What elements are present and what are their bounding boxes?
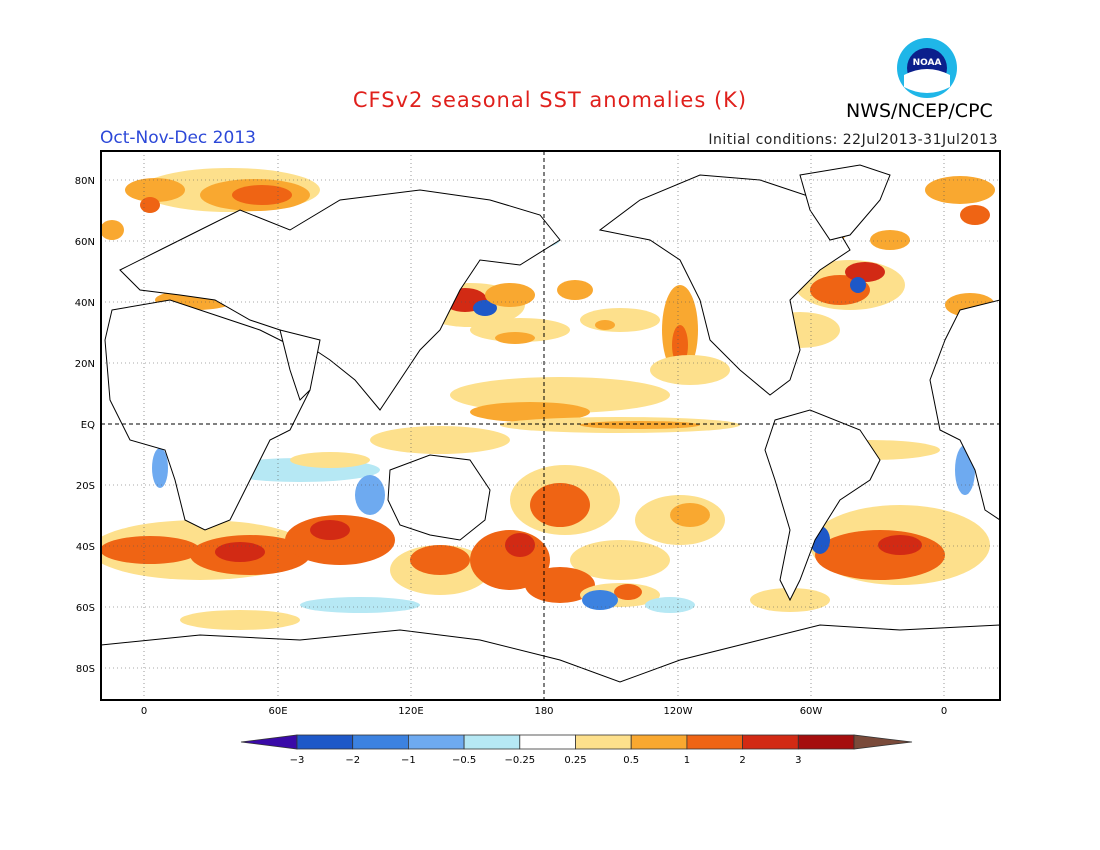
map-title: CFSv2 seasonal SST anomalies (K) xyxy=(352,88,748,112)
lat-tick: 60N xyxy=(75,237,95,248)
colorbar-segment xyxy=(296,734,354,750)
lat-tick: 80N xyxy=(75,176,95,187)
map-frame xyxy=(100,150,1001,701)
colorbar-arrow-high xyxy=(853,734,913,750)
colorbar-segment xyxy=(630,734,688,750)
colorbar-label: −3 xyxy=(290,755,305,766)
continent-outlines xyxy=(101,164,1000,700)
colorbar-segment xyxy=(519,734,576,750)
colorbar-label: 0.5 xyxy=(623,755,639,766)
lat-tick: 20N xyxy=(75,359,95,370)
forecast-period: Oct-Nov-Dec 2013 xyxy=(100,128,256,148)
lon-tick: 60E xyxy=(268,706,287,717)
logo-text: NOAA xyxy=(913,58,942,68)
colorbar-segment xyxy=(686,734,744,750)
lat-tick: EQ xyxy=(81,420,95,431)
lat-tick: 20S xyxy=(76,481,95,492)
lat-tick: 80S xyxy=(76,664,95,675)
colorbar-segment xyxy=(352,734,409,750)
lon-tick: 0 xyxy=(941,706,947,717)
lon-tick: 0 xyxy=(141,706,147,717)
lon-tick: 120W xyxy=(664,706,693,717)
colorbar-label: −2 xyxy=(345,755,360,766)
colorbar-segment xyxy=(407,734,465,750)
colorbar-segment xyxy=(797,734,855,750)
agency-label: NWS/NCEP/CPC xyxy=(846,100,993,122)
lon-tick: 120E xyxy=(398,706,423,717)
lat-tick: 40S xyxy=(76,542,95,553)
colorbar-label: 3 xyxy=(795,755,801,766)
colorbar: −3 −2 −1 −0.5 −0.25 0.25 0.5 1 2 3 xyxy=(240,734,913,766)
colorbar-segment xyxy=(463,734,521,750)
lat-tick-labels: 80N 60N 40N 20N EQ 20S 40S 60S 80S xyxy=(75,176,95,675)
colorbar-segment xyxy=(575,734,632,750)
colorbar-label: −1 xyxy=(401,755,416,766)
colorbar-label: −0.25 xyxy=(504,755,535,766)
noaa-logo: NOAA xyxy=(897,38,957,98)
lon-tick: 60W xyxy=(800,706,823,717)
lon-tick: 180 xyxy=(534,706,553,717)
colorbar-label: 2 xyxy=(739,755,745,766)
colorbar-segment xyxy=(742,734,799,750)
colorbar-label: 0.25 xyxy=(564,755,586,766)
colorbar-label: 1 xyxy=(684,755,690,766)
lat-tick: 40N xyxy=(75,298,95,309)
colorbar-label: −0.5 xyxy=(452,755,476,766)
lon-tick-labels: 0 60E 120E 180 120W 60W 0 xyxy=(141,706,947,717)
lat-tick: 60S xyxy=(76,603,95,614)
colorbar-arrow-low xyxy=(240,734,298,750)
initial-conditions: Initial conditions: 22Jul2013-31Jul2013 xyxy=(708,132,998,148)
